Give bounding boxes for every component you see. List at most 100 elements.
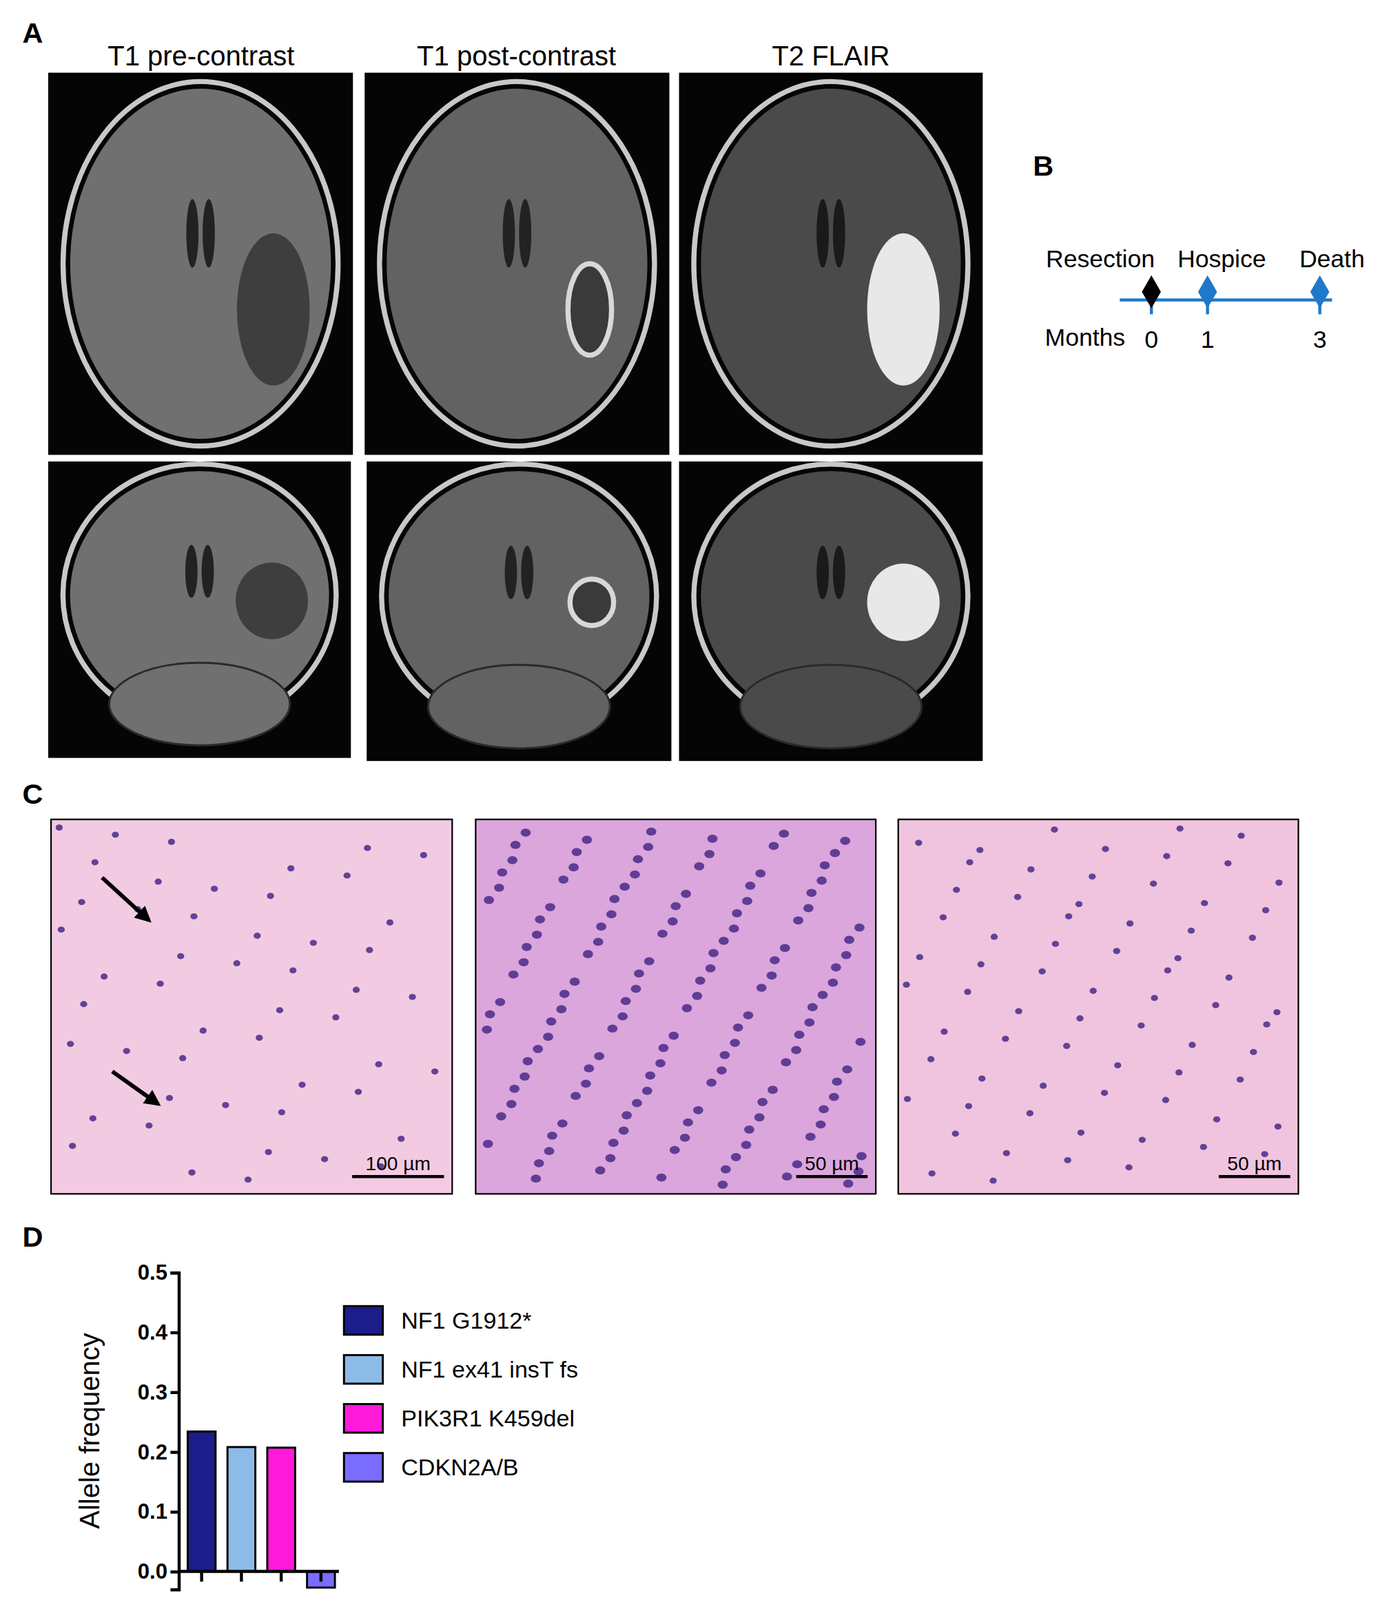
- bar: [187, 1431, 215, 1572]
- nucleus: [542, 1032, 554, 1042]
- nucleus: [778, 829, 789, 838]
- nucleus: [1249, 934, 1257, 942]
- mri-background: [367, 462, 671, 761]
- nucleus: [580, 1079, 592, 1088]
- scale-bar: [796, 1175, 869, 1179]
- x-tick: [241, 1572, 242, 1583]
- nucleus: [680, 890, 692, 899]
- ventricle: [816, 199, 829, 268]
- y-tick-label: 0.4: [137, 1320, 169, 1345]
- nucleus: [841, 951, 852, 960]
- nucleus: [593, 1052, 605, 1061]
- nucleus: [583, 1064, 594, 1073]
- panel-label: A: [22, 16, 44, 49]
- nucleus: [769, 956, 780, 965]
- nucleus: [221, 1102, 229, 1109]
- nucleus: [608, 1138, 619, 1148]
- nucleus: [544, 1147, 555, 1156]
- y-tick: 0.5: [137, 1260, 180, 1285]
- timeline-tick-label: 3: [1313, 325, 1328, 354]
- nucleus: [1211, 1002, 1219, 1009]
- nucleus: [533, 1159, 545, 1168]
- nucleus: [276, 1007, 284, 1014]
- nucleus: [843, 1180, 854, 1189]
- event-marker: [1198, 275, 1218, 309]
- nucleus: [1150, 994, 1158, 1002]
- arrow: [112, 1072, 159, 1105]
- nucleus: [558, 875, 569, 884]
- timeline-axis-label: Months: [1045, 323, 1126, 352]
- nucleus: [332, 1014, 339, 1022]
- nucleus: [420, 852, 428, 859]
- lesion: [867, 563, 940, 641]
- nucleus: [819, 861, 831, 870]
- nucleus: [793, 916, 804, 925]
- cerebellum: [109, 662, 291, 746]
- x-tick-mark: [279, 1572, 283, 1583]
- bar: [227, 1447, 255, 1573]
- nucleus: [1174, 955, 1181, 962]
- nucleus: [568, 863, 579, 872]
- nucleus: [507, 856, 518, 865]
- nucleus: [755, 869, 766, 878]
- nucleus: [669, 1146, 681, 1155]
- x-tick-mark: [199, 1572, 203, 1583]
- event-marker: [1310, 275, 1330, 309]
- nucleus: [1088, 873, 1096, 880]
- y-axis-title: Allele frequency: [74, 1333, 105, 1530]
- legend-label: NF1 G1912*: [400, 1307, 532, 1334]
- nucleus: [680, 1134, 691, 1143]
- cerebellum: [739, 664, 922, 749]
- nucleus: [1249, 1049, 1257, 1056]
- mri-background: [365, 73, 669, 455]
- y-tick-mark: [170, 1271, 179, 1275]
- nucleus: [965, 1103, 973, 1110]
- nucleus: [976, 847, 984, 854]
- nucleus: [646, 828, 657, 837]
- nucleus: [827, 979, 838, 988]
- nucleus: [733, 1023, 744, 1033]
- nucleus: [168, 839, 176, 846]
- brain: [386, 88, 647, 439]
- nucleus: [343, 872, 351, 880]
- lesion: [867, 233, 940, 386]
- y-tick-mark: [170, 1510, 179, 1514]
- nucleus: [794, 1030, 805, 1040]
- nucleus: [766, 971, 778, 980]
- y-tick-mark: [170, 1391, 179, 1395]
- nucleus: [1077, 1129, 1085, 1137]
- mri-image: [48, 462, 351, 758]
- nucleus: [145, 1123, 153, 1130]
- nucleus: [386, 919, 394, 927]
- nucleus: [1138, 1136, 1146, 1144]
- y-tick-mark: [170, 1331, 179, 1335]
- nucleus: [618, 1127, 630, 1136]
- brain: [70, 88, 331, 439]
- nucleus: [642, 843, 654, 852]
- nucleus: [521, 943, 532, 952]
- legend-label: NF1 ex41 insT fs: [400, 1356, 579, 1383]
- y-tick-label: 0.0: [137, 1559, 168, 1585]
- nucleus: [298, 1081, 306, 1088]
- x-tick-mark: [319, 1572, 323, 1583]
- nucleus: [609, 895, 620, 904]
- lesion: [235, 562, 308, 640]
- nucleus: [757, 1098, 768, 1107]
- nucleus: [657, 930, 668, 939]
- nucleus: [1137, 1022, 1145, 1029]
- y-tick-mark: [170, 1451, 179, 1454]
- mri-image: [680, 462, 983, 761]
- nucleus: [804, 1019, 815, 1028]
- x-tick: [280, 1572, 282, 1583]
- nucleus: [1273, 1009, 1281, 1016]
- nucleus: [780, 1058, 791, 1067]
- nucleus: [177, 953, 184, 960]
- nucleus: [1050, 826, 1058, 834]
- nucleus: [190, 913, 198, 920]
- y-tick-mark: [170, 1570, 179, 1574]
- nucleus: [1052, 941, 1059, 948]
- bars: [187, 1431, 335, 1589]
- nucleus: [179, 1055, 187, 1062]
- lesion: [567, 263, 612, 356]
- nucleus: [310, 939, 317, 946]
